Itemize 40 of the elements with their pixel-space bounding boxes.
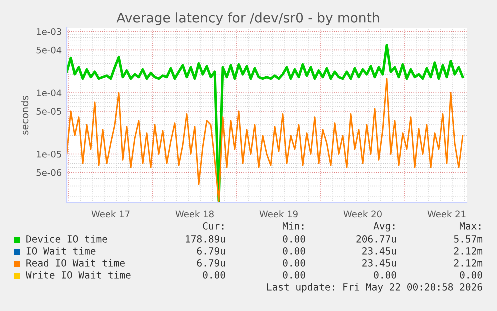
y-tick-label: 1e-03	[37, 28, 62, 36]
line-series	[67, 44, 464, 203]
y-axis-title: seconds	[21, 96, 29, 135]
legend-label: IO Wait time	[26, 247, 96, 255]
text: Max:	[460, 222, 481, 230]
legend-label: Write IO Wait time	[26, 271, 131, 279]
x-tick-label: Week 21	[428, 210, 466, 218]
x-tick-label: Week 18	[176, 210, 214, 218]
text: 0.00	[460, 271, 482, 279]
text: Cur:	[203, 222, 224, 230]
y-tick-label: 5e-05	[36, 108, 62, 115]
legend-label: Read IO Wait time	[26, 259, 125, 267]
text: 178.89u	[186, 235, 226, 243]
text: 0.00	[283, 259, 306, 267]
text: 6.79u	[197, 247, 226, 255]
x-tick-label: Week 17	[92, 210, 130, 218]
text: 2.12m	[454, 247, 483, 255]
line-series	[67, 78, 464, 202]
text: 23.45u	[362, 259, 396, 267]
text: 2.12m	[454, 259, 483, 267]
text: 0.00	[283, 271, 306, 279]
text: 0.00	[283, 247, 306, 255]
text: 206.77u	[356, 235, 396, 243]
text: 23.45u	[362, 247, 396, 255]
text: 0.00	[283, 235, 306, 243]
text: 5.57m	[454, 236, 483, 243]
text: Avg:	[374, 222, 395, 232]
y-tick-label: 5e-06	[36, 169, 62, 176]
text: Last update: Fri May 22 00:20:58 2026	[267, 283, 482, 293]
text: 6.79u	[197, 259, 226, 267]
chart-title: Average latency for /dev/sr0 - by month	[116, 12, 380, 26]
x-tick-label: Week 19	[260, 210, 298, 218]
y-tick-label: 5e-04	[36, 46, 62, 54]
y-tick-label: 1e-04	[37, 90, 62, 97]
legend-label: Device IO time	[26, 235, 108, 243]
x-tick-label: Week 20	[344, 210, 382, 218]
text: 0.00	[203, 271, 226, 279]
text: Min:	[282, 222, 304, 230]
y-tick-label: 1e-05	[37, 150, 62, 158]
text: 0.00	[374, 271, 396, 279]
